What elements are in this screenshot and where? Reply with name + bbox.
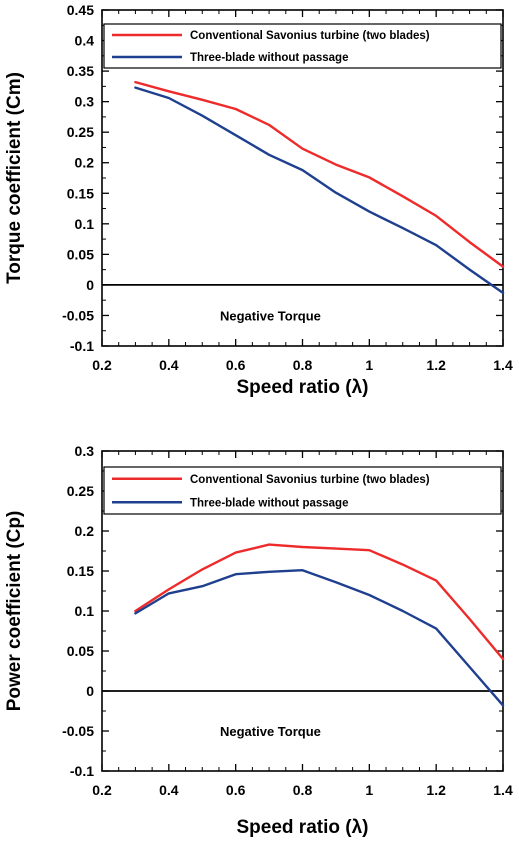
series-line-1 <box>134 543 505 661</box>
y-tick-label: 0.15 <box>67 563 94 579</box>
legend-label-2: Three-blade without passage <box>190 52 348 64</box>
legend-label-1: Conventional Savonius turbine (two blade… <box>190 474 430 486</box>
legend-box <box>103 466 502 515</box>
x-tick-label: 0.6 <box>226 357 246 373</box>
chart-1: -0.1 -0.05 0 0.05 0.1 0.15 0.2 0.25 0.3 0.35 0.4 0.… <box>4 2 513 398</box>
y-axis-title: Torque coefficient (Cm) <box>4 72 25 284</box>
annotation-text: Negative Torque <box>220 308 321 323</box>
y-tick-label: 0.3 <box>75 94 95 110</box>
y-tick-label: 0.05 <box>67 643 94 659</box>
x-tick-label: 0.4 <box>159 357 179 373</box>
y-tick-label: -0.05 <box>62 723 94 739</box>
x-tick-label: 1 <box>365 782 373 798</box>
y-tick-label: 0 <box>86 683 94 699</box>
y-tick-label: 0.4 <box>75 33 95 49</box>
x-tick-label: 0.8 <box>293 357 313 373</box>
y-tick-label: 0.1 <box>75 216 95 232</box>
y-axis-title: Power coefficient (Cp) <box>4 511 25 712</box>
y-tick-label: 0.35 <box>67 63 94 79</box>
x-tick-label: 0.4 <box>159 782 179 798</box>
x-tick-label: 1.4 <box>493 782 513 798</box>
x-tick-label: 1.2 <box>426 357 446 373</box>
y-tick-label: 0 <box>86 277 94 293</box>
x-tick-label: 0.6 <box>226 782 246 798</box>
legend-label-1: Conventional Savonius turbine (two blade… <box>190 30 430 42</box>
x-tick-label: 0.2 <box>92 782 112 798</box>
y-tick-label: 0.25 <box>67 124 94 140</box>
x-axis-title: Speed ratio (λ) <box>237 817 369 838</box>
x-axis-title: Speed ratio (λ) <box>237 377 369 398</box>
y-tick-label: 0.2 <box>75 155 95 171</box>
y-tick-label: 0.25 <box>67 483 94 499</box>
y-tick-label: 0.1 <box>75 603 95 619</box>
annotation-text: Negative Torque <box>220 724 321 739</box>
x-tick-label: 0.8 <box>293 782 313 798</box>
legend-label-2: Three-blade without passage <box>190 497 348 509</box>
y-tick-label: 0.45 <box>67 2 94 18</box>
y-tick-label: 0.3 <box>75 443 95 459</box>
series-line-2 <box>134 569 505 707</box>
x-tick-label: 1.2 <box>426 782 446 798</box>
y-tick-label: 0.2 <box>75 523 95 539</box>
chart-2: -0.1 -0.05 0 0.05 0.1 0.15 0.2 0.25 0.3 0.2 0.4 0.6… <box>4 443 513 838</box>
y-tick-label: -0.05 <box>62 307 94 323</box>
y-tick-label: 0.15 <box>67 185 94 201</box>
x-tick-label: 1 <box>365 357 373 373</box>
x-tick-label: 0.2 <box>92 357 112 373</box>
x-tick-label: 1.4 <box>493 357 513 373</box>
y-tick-label: 0.05 <box>67 246 94 262</box>
legend-box <box>103 23 502 69</box>
series-line-1 <box>134 80 505 268</box>
series-line-2 <box>134 86 505 295</box>
y-tick-label: -0.1 <box>70 763 94 779</box>
y-tick-label: -0.1 <box>70 338 94 354</box>
